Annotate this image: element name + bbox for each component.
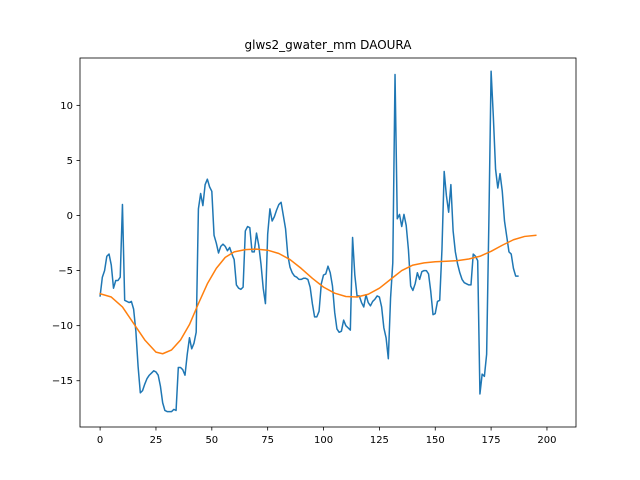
y-tick-label: 0 [67,211,73,222]
series-line-1 [99,70,519,413]
plot-frame [79,57,577,428]
x-tick-label: 125 [370,435,389,446]
x-tick-label: 150 [426,435,445,446]
x-tick-label: 200 [537,435,556,446]
y-tick-label: −5 [58,266,73,277]
chart-title: glws2_gwater_mm DAOURA [245,38,413,52]
series-layer [99,70,537,413]
x-tick-label: 100 [314,435,333,446]
x-tick-label: 50 [205,435,218,446]
x-tick-label: 175 [482,435,501,446]
y-tick-label: 10 [60,101,73,112]
series-line-2 [99,234,537,355]
axes-layer: 0 25 50 75 100 125 150 175 200 −15 −10 −5 0 5 10 [52,57,577,446]
y-tick-label: 5 [67,156,73,167]
x-tick-label: 0 [97,435,103,446]
x-tick-label: 75 [261,435,274,446]
y-tick-label: −10 [52,321,73,332]
y-tick-label: −15 [52,376,73,387]
x-tick-label: 25 [150,435,163,446]
